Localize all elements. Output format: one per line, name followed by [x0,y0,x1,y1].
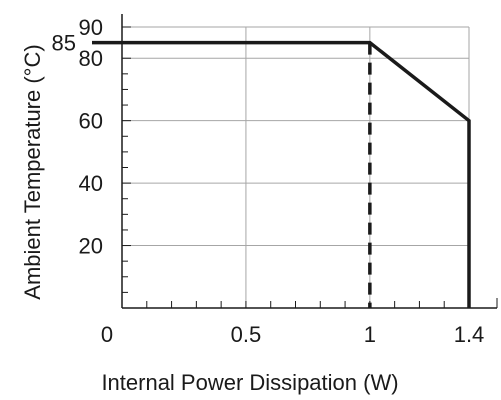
y-tick-label: 85 [52,31,76,56]
x-tick-label: 1.4 [454,322,485,347]
y-tick-label: 80 [79,46,103,71]
y-axis-title: Ambient Temperature (°C) [20,44,45,299]
series-line-solid [122,40,471,308]
y-tick-label: 20 [79,234,103,259]
x-tick-label: 0.5 [231,322,262,347]
series-group [92,40,471,308]
axes [121,14,498,309]
y-tick-label: 90 [79,15,103,40]
y-tick-label: 60 [79,109,103,134]
y-tick-label: 40 [79,171,103,196]
x-tick-label: 1 [364,322,376,347]
grid-lines [122,26,470,308]
x-axis-title: Internal Power Dissipation (W) [101,370,398,395]
x-tick-label: 0 [101,322,113,347]
